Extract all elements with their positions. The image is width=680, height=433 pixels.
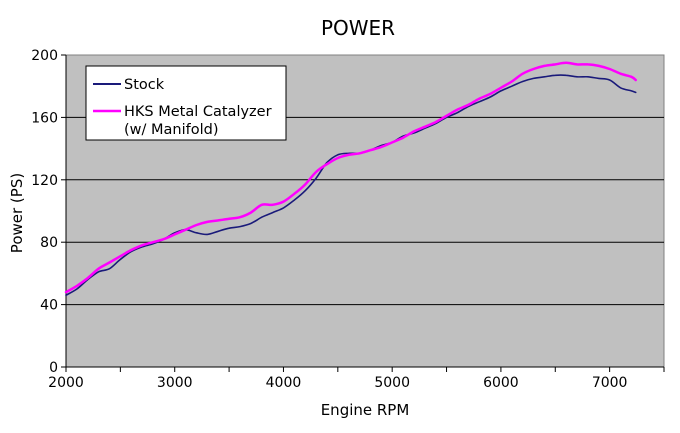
x-tick-label-3000: 3000: [157, 375, 193, 391]
grid-lines: [66, 116, 664, 306]
y-tick-label-160: 160: [31, 110, 58, 126]
y-tick-label-120: 120: [31, 173, 58, 189]
x-tick-label-5000: 5000: [374, 375, 410, 391]
legend-label-hks-line1: HKS Metal Catalyzer: [124, 104, 272, 120]
series-lines: [64, 61, 637, 296]
tick-labels: 0 40 80 120 160 200 2000 3000 4000 5000 6000 7000: [31, 48, 627, 391]
x-axis-title: Engine RPM: [321, 401, 410, 419]
x-tick-label-7000: 7000: [592, 375, 628, 391]
y-tick-label-40: 40: [40, 298, 58, 314]
legend: Stock HKS Metal Catalyzer (w/ Manifold): [85, 65, 287, 141]
x-tick-label-2000: 2000: [48, 375, 84, 391]
axes: [61, 54, 665, 372]
legend-box: [85, 65, 287, 141]
chart-title: POWER: [321, 16, 395, 40]
y-axis-title: Power (PS): [8, 173, 26, 253]
series-line-hks: [64, 61, 637, 294]
y-tick-label-200: 200: [31, 48, 58, 64]
y-tick-label-80: 80: [40, 235, 58, 251]
y-tick-label-0: 0: [49, 360, 58, 376]
x-tick-label-6000: 6000: [483, 375, 519, 391]
legend-label-hks-line2: (w/ Manifold): [124, 122, 219, 138]
x-tick-label-4000: 4000: [266, 375, 302, 391]
legend-label-stock: Stock: [124, 77, 165, 93]
